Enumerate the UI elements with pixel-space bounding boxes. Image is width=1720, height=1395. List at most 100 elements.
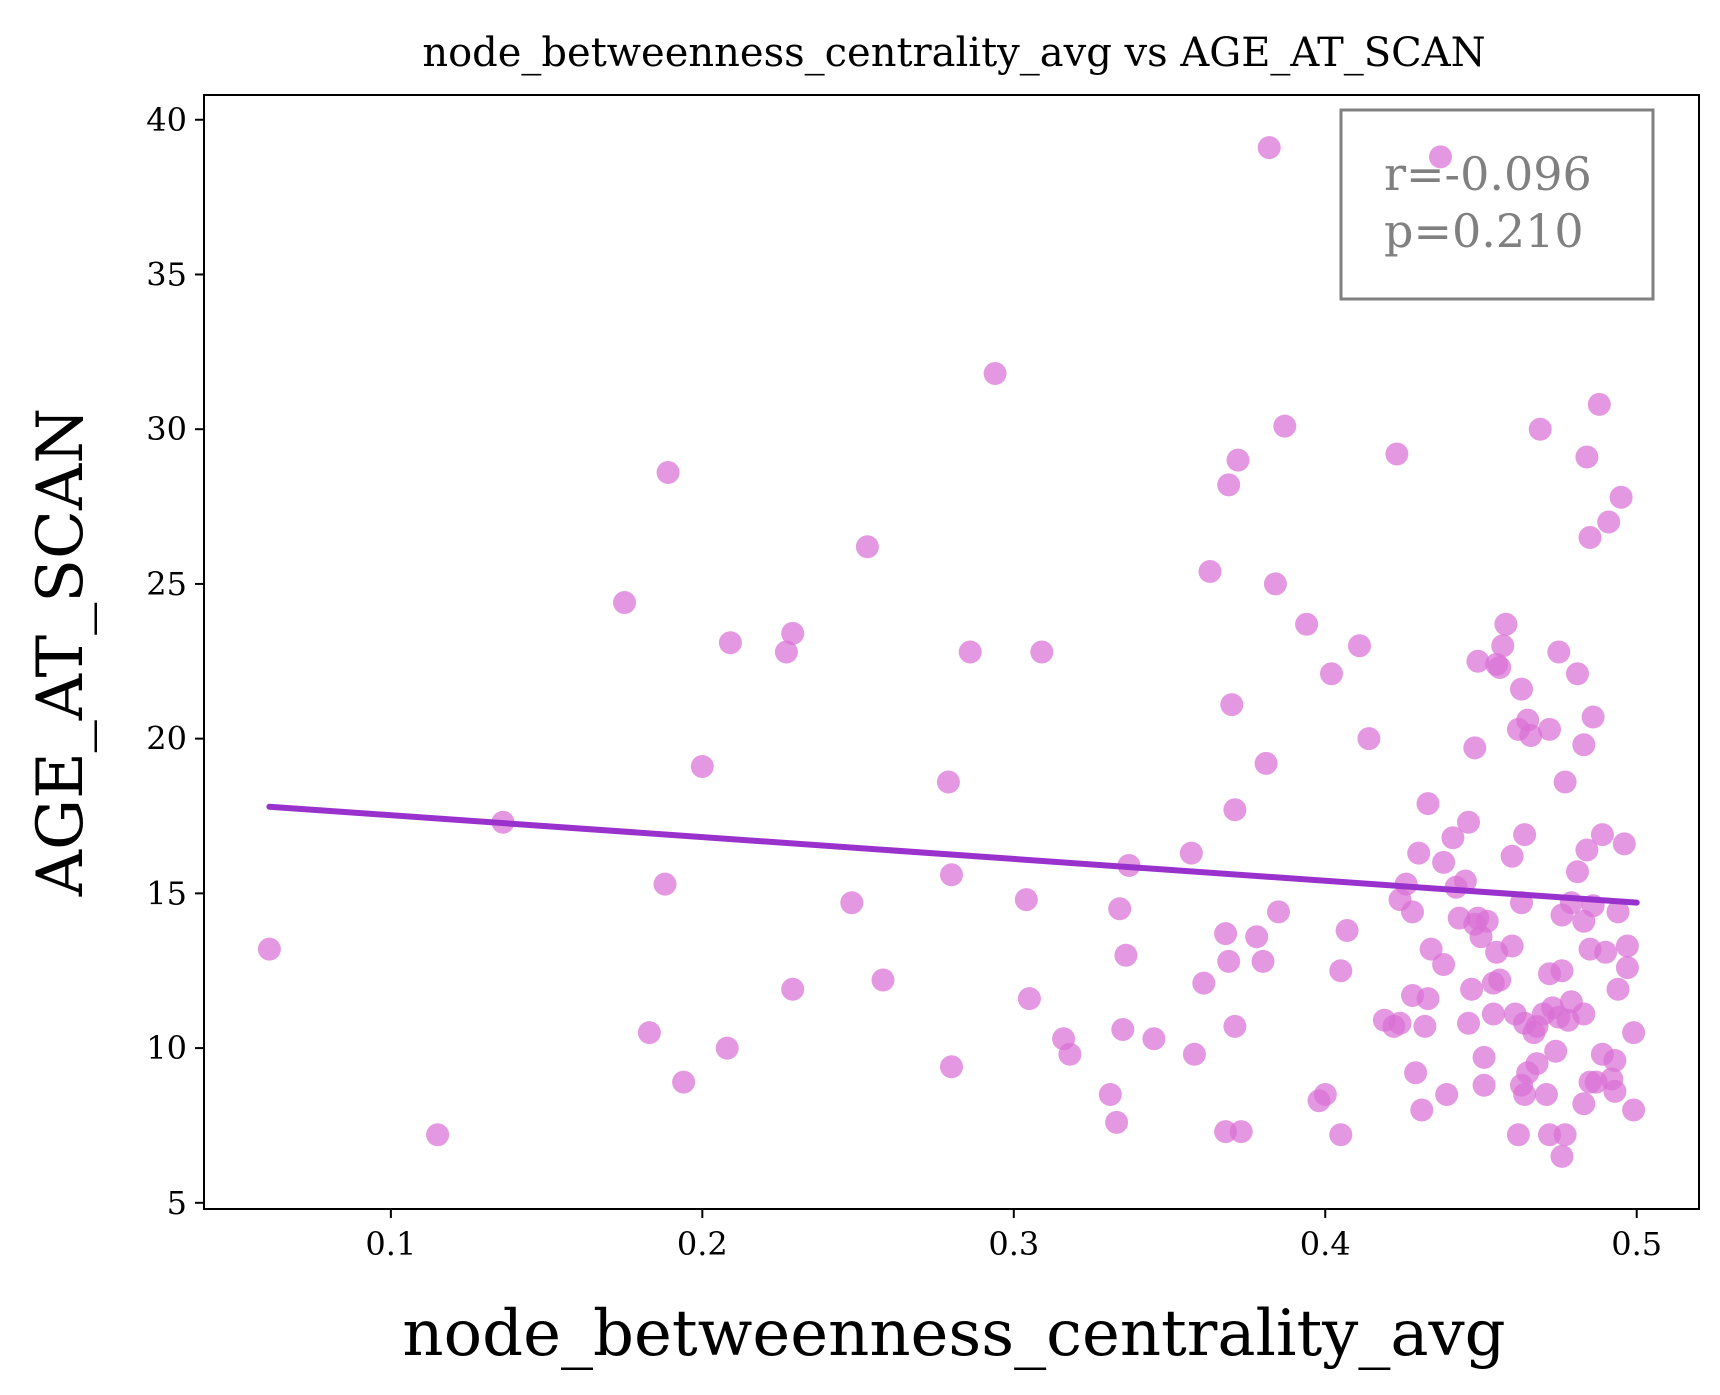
data-point [1407,841,1431,865]
chart-title: node_betweenness_centrality_avg vs AGE_A… [422,30,1485,76]
data-point [1320,662,1343,686]
data-point [1017,987,1041,1011]
data-point [1603,1049,1627,1072]
data-point [1058,1042,1082,1066]
data-point [1432,850,1456,874]
data-point [1575,838,1599,862]
data-point [1575,445,1599,469]
data-point [1566,662,1589,686]
y-tick-label: 35 [146,255,187,293]
data-point [1273,414,1297,438]
data-point [1528,417,1552,441]
data-point [1105,1110,1129,1134]
data-point [257,937,281,961]
data-point [1226,448,1250,472]
data-point [940,863,963,887]
data-point [774,640,798,664]
data-point [1538,717,1561,741]
data-point [781,621,805,645]
data-point [1500,934,1524,958]
data-point [781,977,805,1001]
data-point [1014,888,1038,912]
points-layer [257,136,1646,1168]
data-point [1463,736,1487,760]
data-point [1453,869,1477,893]
data-point [1475,909,1499,933]
data-point [1179,841,1203,865]
data-point [718,631,742,655]
data-point [1534,1083,1558,1106]
data-point [1578,526,1602,549]
y-tick-label: 10 [146,1029,187,1067]
data-point [1295,612,1319,636]
data-point [1111,1018,1135,1041]
data-point [1404,1061,1428,1085]
stats-frame [1339,108,1655,301]
data-point [1098,1083,1122,1106]
plot-frame [203,94,1700,1210]
data-point [1217,949,1241,973]
data-point [1457,810,1480,834]
data-point [1313,1083,1337,1106]
data-point [1385,442,1409,466]
data-point [1254,751,1278,775]
data-point [1329,959,1353,983]
data-point [1597,510,1621,534]
data-point [1229,1120,1253,1144]
data-point [690,755,714,778]
data-point [1615,934,1639,958]
x-tick-label: 0.5 [1611,1225,1662,1263]
data-point [1525,1052,1549,1076]
x-tick-label: 0.1 [365,1225,416,1263]
data-point [1223,1014,1247,1038]
y-tick-label: 5 [167,1184,187,1222]
data-point [1335,919,1359,942]
data-point [1214,922,1238,946]
plot-area [203,94,1700,1210]
data-point [1108,897,1132,921]
y-tick-label: 30 [146,410,187,448]
x-axis-label: node_betweenness_centrality_avg [402,1297,1505,1371]
x-axis: 0.1 0.2 0.3 0.4 0.5 [365,1209,1662,1263]
data-point [1114,943,1138,967]
data-point [936,770,960,794]
data-point [1544,1039,1568,1063]
data-point [1460,977,1484,1001]
data-point [1441,826,1465,850]
stats-r-value: r=-0.096 [1384,147,1592,201]
stats-p-value: p=0.210 [1384,204,1584,258]
y-axis: 5 10 15 20 25 30 35 40 [146,101,204,1222]
data-point [1432,953,1456,976]
data-point [1488,656,1512,679]
data-point [1220,693,1244,717]
y-axis-label: AGE_AT_SCAN [24,408,98,898]
data-point [983,362,1007,385]
data-point [1251,949,1275,973]
data-point [1622,1098,1646,1122]
data-point [1500,844,1524,868]
data-point [1488,968,1512,992]
data-point [840,891,864,915]
data-point [1223,798,1247,822]
data-point [1348,634,1371,658]
data-point [1594,940,1618,964]
data-point [958,640,982,664]
data-point [1142,1027,1166,1051]
data-point [855,535,879,559]
fit-layer [266,803,1640,906]
data-point [1609,485,1633,509]
data-point [1519,724,1543,747]
data-point [1357,727,1381,751]
data-point [1257,136,1281,160]
data-point [1547,640,1571,664]
data-point [1572,733,1596,757]
data-point [426,1123,450,1147]
y-tick-label: 20 [146,720,187,758]
x-tick-label: 0.3 [988,1225,1039,1263]
data-point [653,872,677,896]
data-point [1510,677,1533,701]
data-point [1419,937,1443,961]
data-point [1615,956,1639,980]
data-point [1481,1002,1505,1026]
